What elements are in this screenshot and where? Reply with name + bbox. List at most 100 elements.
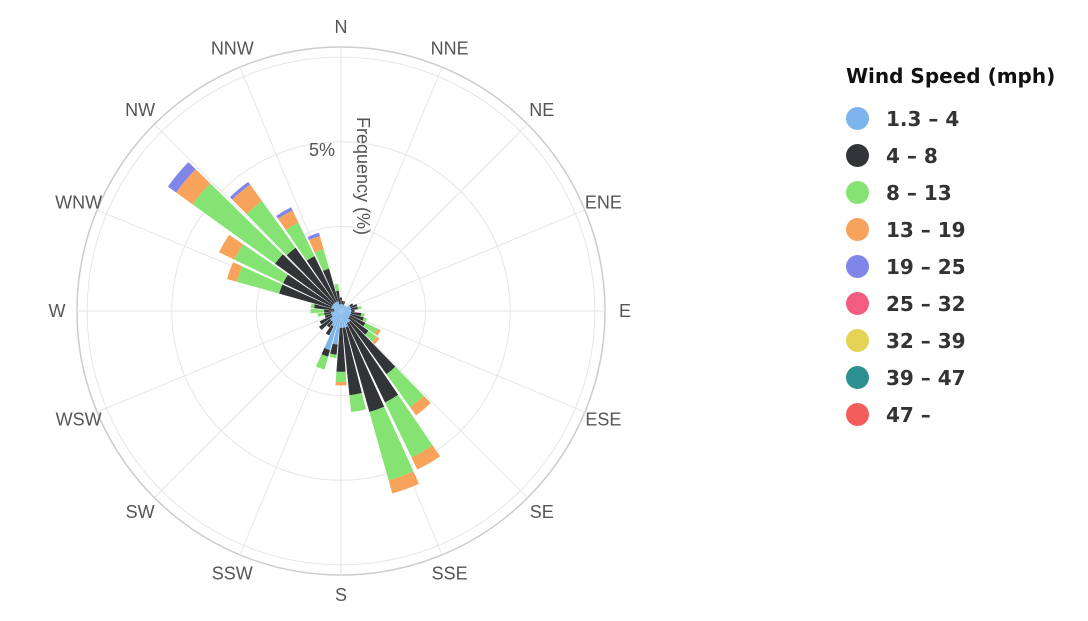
wind-bar-segment	[232, 184, 262, 215]
wind-bar-segment	[341, 306, 347, 311]
wind-bar-segment	[336, 301, 341, 311]
wind-bar-segment	[276, 207, 293, 219]
wind-bar-segment	[234, 244, 288, 284]
wind-bar-segment	[339, 304, 341, 311]
wind-bar-segment	[341, 304, 344, 311]
wind-bar-segment	[324, 313, 332, 318]
legend-item[interactable]: 1.3 – 4	[846, 100, 1055, 137]
legend-item[interactable]: 25 – 32	[846, 285, 1055, 322]
wind-bar-segment	[286, 247, 336, 304]
wind-bar-segment	[365, 330, 377, 342]
wind-bar-segment	[330, 311, 341, 321]
wind-bar-segment	[333, 302, 341, 311]
wind-bar-segment	[321, 348, 331, 357]
wind-bar-segment	[315, 354, 329, 370]
legend-swatch	[846, 403, 869, 426]
wind-bar-segment	[310, 308, 325, 314]
wind-bar-segment	[410, 395, 431, 416]
legend-label: 39 – 47	[886, 365, 966, 390]
legend-item[interactable]: 4 – 8	[846, 137, 1055, 174]
direction-label: ESE	[585, 410, 621, 430]
wind-bar-segment	[335, 371, 347, 383]
wind-bar-segment	[331, 311, 341, 317]
legend-swatch	[846, 292, 869, 315]
legend-item[interactable]: 8 – 13	[846, 174, 1055, 211]
direction-label: NNW	[211, 39, 254, 59]
legend-item[interactable]: 39 – 47	[846, 359, 1055, 396]
direction-labels: N NNE NE ENE E ESE SE SSE S SSW SW WSW W WNW NW NNW	[49, 17, 632, 605]
legend-swatch	[846, 329, 869, 352]
legend-label: 47 –	[886, 402, 931, 427]
wind-bar-segment	[341, 311, 348, 328]
wind-bar-segment	[334, 284, 339, 292]
wind-bar-segment	[325, 324, 334, 336]
wind-bar-segment	[350, 313, 364, 321]
grid-spoke	[340, 310, 586, 413]
wind-bar-segment	[331, 311, 341, 316]
wind-bar-segment	[350, 306, 358, 310]
grid-spoke	[340, 66, 443, 312]
wind-bar-segment	[335, 381, 347, 386]
grid-spoke	[340, 209, 586, 312]
legend-swatch	[846, 144, 869, 167]
direction-label: WSW	[56, 410, 102, 430]
wind-bar-segment	[349, 303, 354, 307]
legend-label: 25 – 32	[886, 291, 966, 316]
wind-bar-segment	[350, 312, 362, 317]
grid-spoke	[340, 310, 529, 499]
legend-item[interactable]: 13 – 19	[846, 211, 1055, 248]
wind-bar-segment	[324, 309, 335, 313]
legend-label: 32 – 39	[886, 328, 966, 353]
wind-bar-segment	[339, 297, 343, 305]
wind-bar-segment	[319, 315, 333, 325]
wind-bar-segment	[351, 309, 355, 313]
wind-bar-segment	[342, 301, 346, 305]
legend-item[interactable]: 19 – 25	[846, 248, 1055, 285]
wind-bar-segment	[341, 310, 352, 312]
wind-bar-segment	[278, 210, 299, 230]
wind-bar-segment	[334, 310, 341, 312]
legend-swatch	[846, 366, 869, 389]
wind-bar-segment	[360, 313, 365, 317]
wind-bar-segment	[326, 320, 334, 328]
wind-bar-segment	[331, 305, 341, 311]
wind-bar-segment	[341, 311, 351, 322]
wind-bar-segment	[341, 311, 352, 314]
wind-bar-segment	[275, 254, 334, 306]
wind-bar-segment	[314, 304, 335, 311]
direction-label: SE	[530, 502, 554, 522]
grid-spoke	[153, 310, 342, 499]
grid-spoke	[340, 123, 529, 312]
wind-bar-segment	[330, 311, 341, 314]
wind-bar-segment	[331, 311, 341, 327]
wind-bar-segment	[310, 303, 315, 309]
wind-bar-segment	[314, 249, 330, 271]
wind-bar-segment	[348, 316, 369, 335]
wind-bar-segment	[339, 311, 343, 328]
legend-label: 8 – 13	[886, 180, 952, 205]
wind-bar-segment	[363, 322, 378, 334]
grid-spoke	[96, 310, 342, 413]
legend-label: 13 – 19	[886, 217, 966, 242]
wind-bar-segment	[341, 305, 346, 311]
wind-bar-segment	[176, 169, 211, 205]
wind-bar-segment	[374, 328, 381, 336]
wind-bar-segment	[336, 327, 346, 372]
wind-bar-segment	[385, 394, 433, 458]
radial-axis-title: Frequency (%)	[353, 117, 373, 235]
wind-bar-segment	[369, 406, 414, 481]
legend-swatch	[846, 255, 869, 278]
wind-bar-segment	[341, 305, 351, 311]
direction-label: ENE	[585, 192, 622, 212]
wind-bar-segment	[350, 304, 358, 309]
direction-label: SW	[126, 502, 155, 522]
legend-item[interactable]: 47 –	[846, 396, 1055, 433]
wind-bar-segment	[285, 222, 315, 261]
wind-bar-segment	[362, 317, 368, 323]
legend-item[interactable]: 32 – 39	[846, 322, 1055, 359]
grid-spoke	[153, 123, 342, 312]
wind-bar-segment	[386, 366, 424, 408]
wind-bar-segment	[192, 183, 283, 264]
wind-bar-segment	[334, 309, 341, 311]
wind-bar-segment	[335, 290, 341, 305]
